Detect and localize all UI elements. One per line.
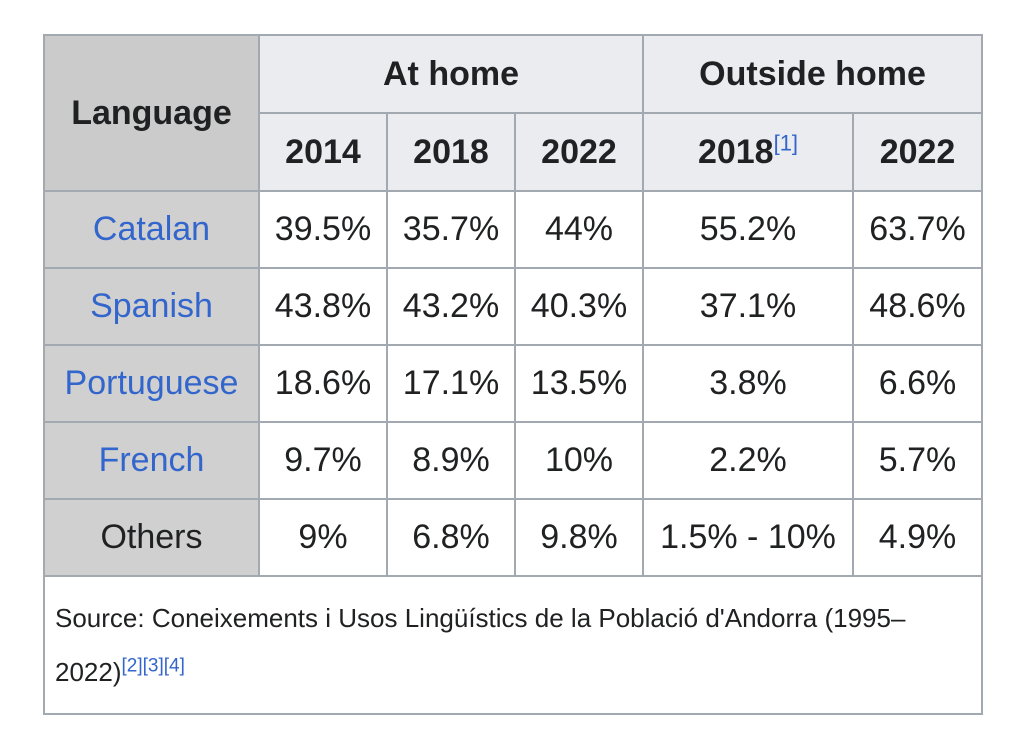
table-cell: 10% — [514, 421, 644, 500]
year-header: 2022 — [851, 112, 984, 192]
language-cell: Portuguese — [43, 344, 260, 423]
source-row: Source: Coneixements i Usos Lingüístics … — [42, 575, 984, 715]
table-cell: 6.8% — [386, 498, 516, 577]
table-cell: 18.6% — [258, 344, 388, 423]
table-cell: 17.1% — [386, 344, 516, 423]
table-cell: 48.6% — [851, 267, 984, 346]
table-cell: 44% — [514, 190, 644, 269]
table-row: French 9.7% 8.9% 10% 2.2% 5.7% — [43, 421, 984, 500]
language-column-header: Language — [43, 34, 260, 192]
table-row: Catalan 39.5% 35.7% 44% 55.2% 63.7% — [43, 190, 984, 269]
table-cell: 35.7% — [386, 190, 516, 269]
table-cell: 1.5% - 10% — [642, 498, 854, 577]
table-row: Others 9% 6.8% 9.8% 1.5% - 10% 4.9% — [43, 498, 984, 577]
table-row: Portuguese 18.6% 17.1% 13.5% 3.8% 6.6% — [43, 344, 984, 423]
language-link[interactable]: Spanish — [90, 287, 213, 325]
table-cell: 4.9% — [851, 498, 984, 577]
language-cell: Others — [43, 498, 260, 577]
table-cell: 37.1% — [642, 267, 854, 346]
year-header-label: 2022 — [541, 132, 617, 171]
table-cell: 3.8% — [642, 344, 854, 423]
language-cell: Catalan — [43, 190, 260, 269]
language-label: Others — [100, 518, 203, 556]
reference-link[interactable]: [4] — [163, 655, 185, 677]
table-cell: 9.8% — [514, 498, 644, 577]
table-row: Spanish 43.8% 43.2% 40.3% 37.1% 48.6% — [43, 267, 984, 346]
table-cell: 2.2% — [642, 421, 854, 500]
year-header-label: 2014 — [285, 132, 361, 171]
group-header-at-home: At home — [258, 34, 644, 114]
table-cell: 13.5% — [514, 344, 644, 423]
reference-link[interactable]: [3] — [142, 655, 164, 677]
table-cell: 43.8% — [258, 267, 388, 346]
table-cell: 6.6% — [851, 344, 984, 423]
table-cell: 9% — [258, 498, 388, 577]
group-header-row: Language At home Outside home — [43, 34, 984, 192]
year-header-row: 2014 2018 2022 2018[1] 2022 — [44, 112, 984, 192]
table-cell: 5.7% — [851, 421, 984, 500]
table-cell: 43.2% — [386, 267, 516, 346]
year-header: 2018[1] — [642, 112, 854, 192]
language-link[interactable]: French — [98, 441, 205, 479]
year-header: 2022 — [514, 112, 644, 192]
year-header-label: 2018 — [697, 132, 774, 171]
source-text: Source: Coneixements i Usos Lingüístics … — [55, 603, 906, 687]
reference-link[interactable]: [2] — [121, 655, 143, 677]
table-cell: 63.7% — [851, 190, 984, 269]
group-header-outside-home: Outside home — [641, 34, 984, 114]
table-cell: 9.7% — [258, 421, 388, 500]
language-link[interactable]: Catalan — [92, 210, 211, 248]
source-note: Source: Coneixements i Usos Lingüístics … — [42, 575, 984, 715]
table-cell: 39.5% — [258, 190, 388, 269]
reference-link[interactable]: [1] — [773, 130, 799, 156]
table-cell: 8.9% — [386, 421, 516, 500]
table-cell: 40.3% — [514, 267, 644, 346]
language-cell: French — [43, 421, 260, 500]
language-cell: Spanish — [43, 267, 260, 346]
language-link[interactable]: Portuguese — [64, 364, 239, 402]
year-header: 2018 — [386, 112, 516, 192]
table-cell: 55.2% — [642, 190, 854, 269]
language-usage-table: Language At home Outside home 2014 2018 … — [42, 34, 984, 715]
year-header: 2014 — [258, 112, 388, 192]
year-header-label: 2022 — [879, 132, 956, 171]
table-wrapper: Language At home Outside home 2014 2018 … — [42, 34, 984, 716]
year-header-label: 2018 — [413, 132, 489, 171]
